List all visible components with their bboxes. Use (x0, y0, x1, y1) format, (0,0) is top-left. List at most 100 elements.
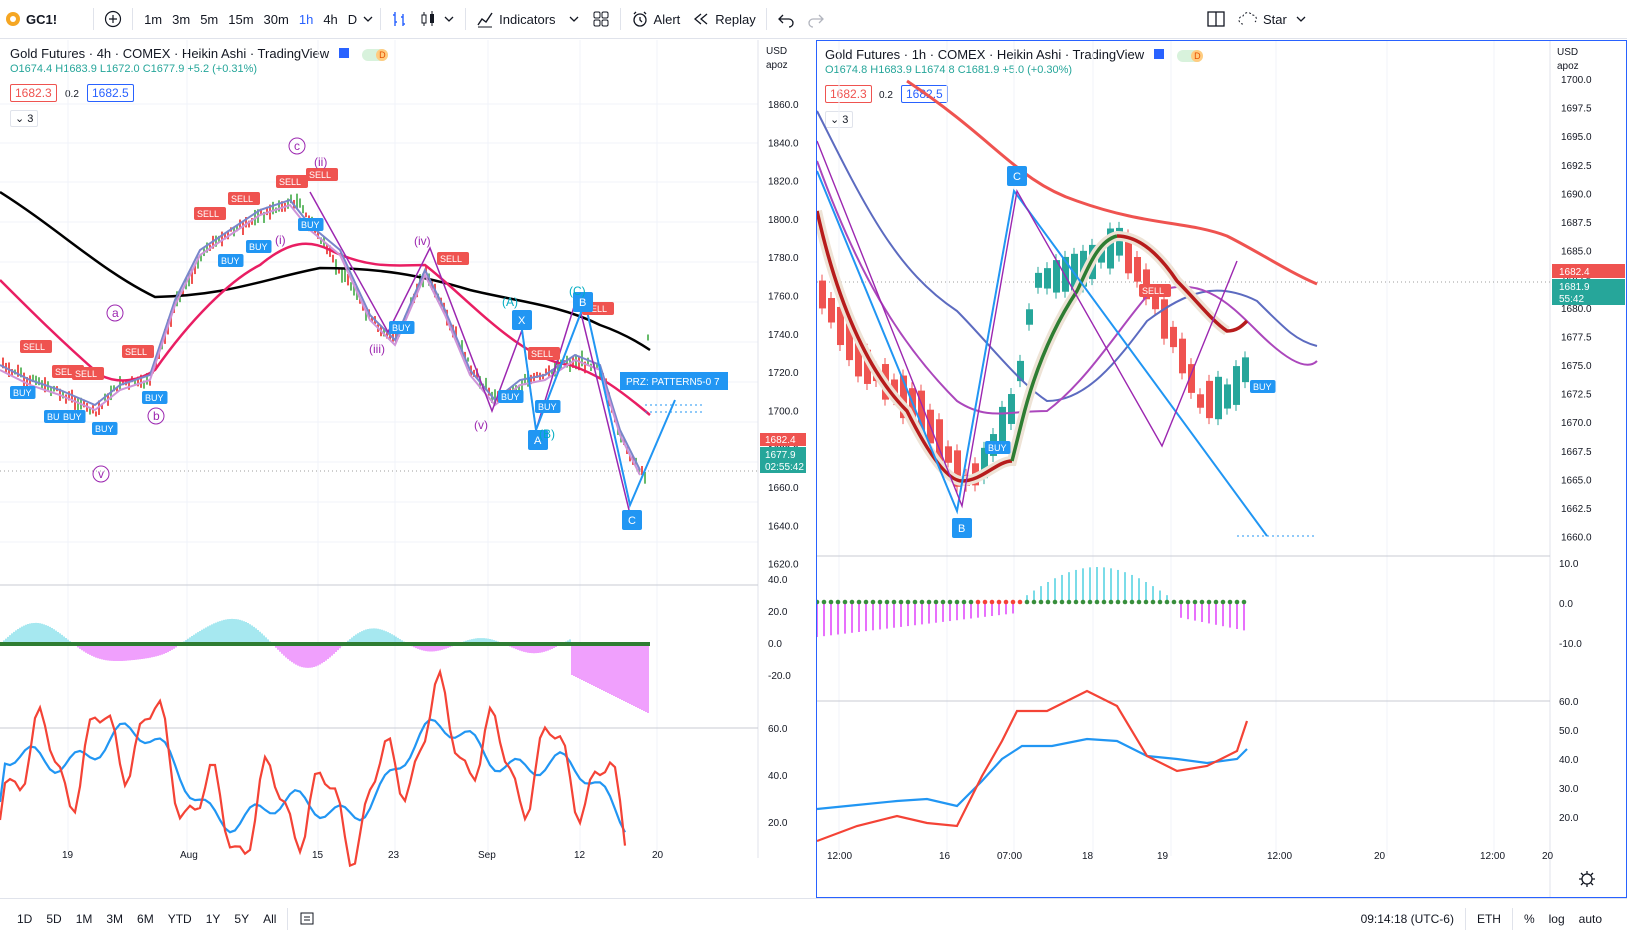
replay-button[interactable]: Replay (686, 0, 761, 38)
candle (566, 355, 568, 368)
timeframe-d[interactable]: D (347, 11, 358, 27)
chevron-down-icon[interactable] (362, 13, 374, 25)
right-last-price-green: 1681.9 (1559, 282, 1590, 293)
range-6m[interactable]: 6M (137, 912, 154, 926)
right-legend: Gold Futures · 1h · COMEX · Heikin Ashi … (825, 47, 1204, 76)
range-1d[interactable]: 1D (17, 912, 33, 926)
range-1m[interactable]: 1M (75, 912, 93, 926)
timeframe-4h[interactable]: 4h (323, 11, 338, 27)
left-sell-price-button[interactable]: 1682.3 (10, 84, 57, 102)
left-time-tick: Aug (180, 850, 198, 861)
wave-label: a (112, 306, 119, 320)
auto-scale-button[interactable]: auto (1578, 912, 1602, 926)
candle (1188, 364, 1195, 393)
timeframe-1h[interactable]: 1h (298, 11, 314, 27)
buy-tag-label: BUY (1253, 382, 1272, 392)
top-toolbar: GC1! 1m 3m 5m 15m 30m 1h 4h D Indicators… (0, 0, 1627, 39)
star-button[interactable]: Star (1232, 0, 1313, 38)
left-price-tick: 1760.0 (768, 292, 799, 303)
buy-tag (1250, 380, 1276, 393)
left-buy-price-button[interactable]: 1682.5 (87, 84, 134, 102)
left-currency[interactable]: USD (766, 46, 787, 57)
candle (846, 323, 853, 361)
chart-style-button[interactable] (413, 0, 461, 38)
range-5y[interactable]: 5Y (234, 912, 250, 926)
layout-area: Star (1200, 0, 1313, 38)
right-scale-mode[interactable]: apoz (1557, 61, 1579, 72)
clock[interactable]: 09:14:18 (UTC-6) (1360, 912, 1454, 926)
candle (188, 272, 190, 287)
candle (116, 387, 118, 392)
macd-dot (926, 599, 932, 605)
range-1y[interactable]: 1Y (205, 912, 221, 926)
indicators-button[interactable]: Indicators (470, 0, 585, 38)
timeframe-3m[interactable]: 3m (172, 11, 191, 27)
sell-tag (306, 168, 338, 181)
candle (981, 447, 988, 479)
timeframe-15m[interactable]: 15m (228, 11, 254, 27)
redo-button[interactable] (801, 0, 831, 38)
candle (341, 268, 343, 283)
candle (837, 306, 844, 346)
symbol-search[interactable]: GC1! (0, 0, 63, 38)
macd-dot (996, 599, 1002, 605)
macd-dot (1178, 599, 1184, 605)
range-3m[interactable]: 3M (106, 912, 124, 926)
layout-button[interactable] (1200, 0, 1232, 38)
candle (1215, 376, 1222, 420)
pattern-marker (573, 292, 593, 312)
templates-button[interactable] (586, 0, 616, 38)
buy-tag-label: BUY (145, 393, 164, 403)
macd-dot (1206, 599, 1212, 605)
right-chart-title: Gold Futures · 1h · COMEX · Heikin Ashi … (825, 47, 1145, 62)
settings-gear-icon[interactable] (1579, 871, 1595, 887)
candle (65, 394, 67, 404)
chevron-down-icon (1296, 16, 1306, 22)
chart-type-button[interactable] (385, 0, 413, 38)
wave-label: (A) (502, 295, 518, 309)
candle (1035, 272, 1042, 288)
left-price-tick: 1700.0 (768, 406, 799, 417)
session-button[interactable]: ETH (1476, 912, 1501, 926)
range-ytd[interactable]: YTD (167, 912, 192, 926)
candle (1017, 360, 1024, 382)
sell-tag-label: SELL (23, 342, 45, 352)
candle (647, 334, 649, 341)
compare-symbol-button[interactable] (98, 0, 128, 38)
macd-dot (842, 599, 848, 605)
right-price-tick: 1667.5 (1561, 447, 1592, 458)
percent-scale-button[interactable]: % (1523, 912, 1535, 926)
macd-dot (1157, 599, 1163, 605)
right-rsi-tick: 50.0 (1559, 726, 1579, 737)
candle (1098, 247, 1105, 263)
timeframe-30m[interactable]: 30m (263, 11, 289, 27)
sell-tag-label: SELL (531, 349, 553, 359)
left-chart-pane[interactable]: Gold Futures · 4h · COMEX · Heikin Ashi … (0, 40, 806, 898)
candle (1125, 235, 1132, 274)
range-5d[interactable]: 5D (46, 912, 62, 926)
left-price-tick: 1820.0 (768, 177, 799, 188)
right-currency[interactable]: USD (1557, 47, 1578, 58)
undo-button[interactable] (771, 0, 801, 38)
right-time-axis: 12:00 16 07:00 18 19 12:00 20 12:00 20 (827, 851, 1554, 862)
timeframe-5m[interactable]: 5m (200, 11, 219, 27)
timeframe-1m[interactable]: 1m (144, 11, 163, 27)
log-scale-button[interactable]: log (1548, 912, 1565, 926)
date-range-button[interactable] (292, 910, 322, 929)
macd-dot (912, 599, 918, 605)
right-last-price-red: 1682.4 (1559, 267, 1590, 278)
macd-dot (1122, 599, 1128, 605)
range-all[interactable]: All (263, 912, 277, 926)
calendar-range-icon (300, 912, 314, 924)
star-label: Star (1263, 11, 1287, 27)
left-study-collapse-button[interactable]: ⌄ 3 (10, 110, 39, 127)
right-macd-tick: 10.0 (1559, 559, 1579, 570)
candle (143, 380, 145, 389)
right-chart-pane[interactable]: Gold Futures · 1h · COMEX · Heikin Ashi … (816, 40, 1627, 898)
left-scale-mode[interactable]: apoz (766, 60, 788, 71)
macd-dot (940, 599, 946, 605)
alert-button[interactable]: Alert (625, 0, 687, 38)
right-price-axis: 1700.0 1697.5 1695.0 1692.5 1690.0 1687.5 1685… (1559, 75, 1592, 824)
sell-tag (528, 347, 560, 360)
sell-tag (194, 207, 226, 220)
